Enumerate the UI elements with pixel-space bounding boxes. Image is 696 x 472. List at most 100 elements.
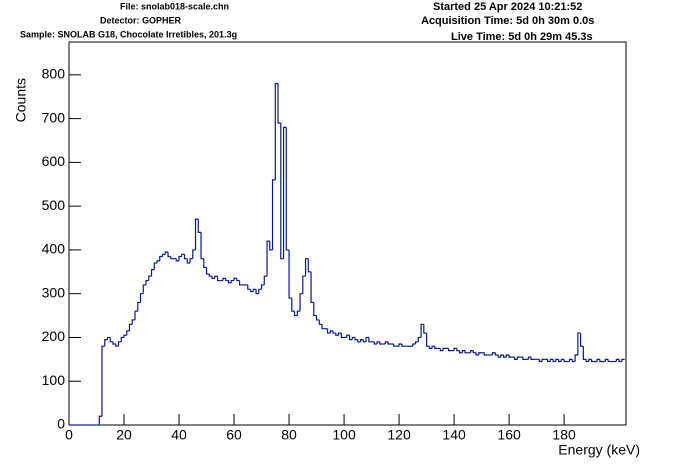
histogram-bin bbox=[392, 344, 397, 347]
histogram-bin bbox=[321, 324, 325, 330]
histogram-bin bbox=[120, 336, 125, 342]
histogram-bin bbox=[569, 358, 573, 362]
histogram-bin bbox=[131, 319, 136, 325]
annotation: Sample: SNOLAB G18, Chocolate Irretibles… bbox=[20, 29, 237, 39]
histogram-bin bbox=[368, 337, 372, 343]
histogram-bin bbox=[541, 358, 545, 362]
histogram-bin bbox=[123, 334, 127, 338]
histogram-bin bbox=[425, 333, 430, 347]
histogram-bin bbox=[181, 253, 185, 257]
histogram-bin bbox=[491, 352, 496, 355]
histogram-bin bbox=[359, 339, 364, 342]
histogram-bin bbox=[618, 359, 622, 363]
histogram-bin bbox=[346, 334, 350, 338]
histogram-bin bbox=[527, 356, 532, 360]
histogram-bin bbox=[558, 359, 562, 363]
histogram-bin bbox=[401, 344, 405, 347]
histogram-bin bbox=[291, 298, 295, 312]
histogram-bin bbox=[599, 359, 603, 363]
histogram-bin bbox=[128, 323, 133, 331]
histogram-bin bbox=[417, 336, 422, 342]
histogram-bin bbox=[225, 278, 229, 282]
histogram-bin bbox=[247, 284, 251, 290]
histogram-bin bbox=[156, 260, 160, 264]
histogram-bin bbox=[591, 359, 595, 363]
histogram-bin bbox=[475, 352, 479, 356]
x-tick-label: 180 bbox=[552, 427, 576, 443]
histogram-bin bbox=[530, 357, 534, 360]
y-tick-label: 400 bbox=[42, 241, 66, 257]
annotation: File: snolab018-scale.chn bbox=[120, 1, 229, 11]
histogram-bin bbox=[621, 358, 625, 362]
histogram-bin bbox=[472, 350, 477, 354]
histogram-bin bbox=[326, 328, 331, 334]
histogram-bin bbox=[161, 253, 166, 257]
x-tick-label: 40 bbox=[171, 427, 187, 443]
histogram-bin bbox=[315, 315, 320, 321]
x-tick-label: 0 bbox=[65, 427, 73, 443]
y-tick-label: 800 bbox=[42, 66, 66, 82]
histogram-bin bbox=[456, 348, 460, 352]
histogram-bin bbox=[571, 359, 576, 363]
y-tick-label: 500 bbox=[42, 197, 66, 213]
histogram-bin bbox=[412, 343, 416, 347]
histogram-bin bbox=[497, 354, 501, 358]
histogram-bin bbox=[398, 343, 402, 347]
histogram-bin bbox=[263, 275, 268, 285]
histogram-bin bbox=[249, 289, 254, 293]
annotation: Detector: GOPHER bbox=[100, 15, 182, 25]
histogram-bin bbox=[307, 258, 312, 273]
histogram-bin bbox=[216, 276, 221, 282]
histogram-bin bbox=[547, 359, 551, 363]
histogram-bin bbox=[230, 279, 235, 283]
histogram-bin bbox=[563, 359, 567, 363]
histogram-bin bbox=[458, 350, 463, 354]
histogram-bin bbox=[574, 354, 578, 362]
histogram-bin bbox=[117, 341, 122, 347]
histogram-bin bbox=[200, 232, 204, 260]
histogram-bin bbox=[269, 241, 273, 251]
histogram-bin bbox=[293, 311, 298, 317]
histogram-bin bbox=[596, 358, 600, 362]
histogram-bin bbox=[299, 293, 303, 312]
histogram-bin bbox=[139, 293, 144, 303]
histogram-bin bbox=[585, 359, 589, 363]
histogram-bin bbox=[150, 269, 155, 277]
histogram-bin bbox=[483, 352, 488, 356]
histogram-bin bbox=[192, 249, 196, 259]
histogram-bin bbox=[351, 336, 356, 340]
histogram-bin bbox=[208, 273, 213, 277]
histogram-bin bbox=[582, 346, 587, 360]
histogram-bin bbox=[384, 341, 389, 345]
histogram-bin bbox=[439, 348, 444, 352]
histogram-bin bbox=[205, 267, 210, 275]
annotation: Started 25 Apr 2024 10:21:52 bbox=[433, 1, 582, 13]
histogram-bin bbox=[428, 346, 433, 349]
histogram-bin bbox=[560, 358, 565, 362]
histogram-bin bbox=[126, 330, 130, 336]
x-tick-label: 20 bbox=[116, 427, 132, 443]
y-tick-label: 600 bbox=[42, 153, 66, 169]
histogram-bin bbox=[335, 333, 339, 336]
histogram-bin bbox=[431, 345, 435, 349]
x-tick-label: 80 bbox=[281, 427, 297, 443]
histogram-bin bbox=[167, 252, 171, 258]
y-tick-label: 200 bbox=[42, 328, 66, 344]
histogram-bin bbox=[552, 359, 556, 363]
histogram-bin bbox=[115, 344, 119, 347]
histogram-bin bbox=[211, 276, 215, 279]
histogram-bin bbox=[233, 277, 237, 281]
histogram-bin bbox=[280, 122, 284, 260]
histogram-bin bbox=[478, 352, 482, 355]
histogram-bin bbox=[387, 341, 391, 345]
histogram-bin bbox=[420, 323, 424, 338]
histogram-bin bbox=[607, 359, 611, 363]
histogram-bin bbox=[414, 341, 419, 345]
histogram-bin bbox=[354, 337, 358, 341]
histogram-bin bbox=[337, 332, 342, 336]
histogram-bin bbox=[379, 341, 383, 345]
histogram-bin bbox=[357, 339, 361, 343]
histogram-bin bbox=[112, 341, 116, 345]
